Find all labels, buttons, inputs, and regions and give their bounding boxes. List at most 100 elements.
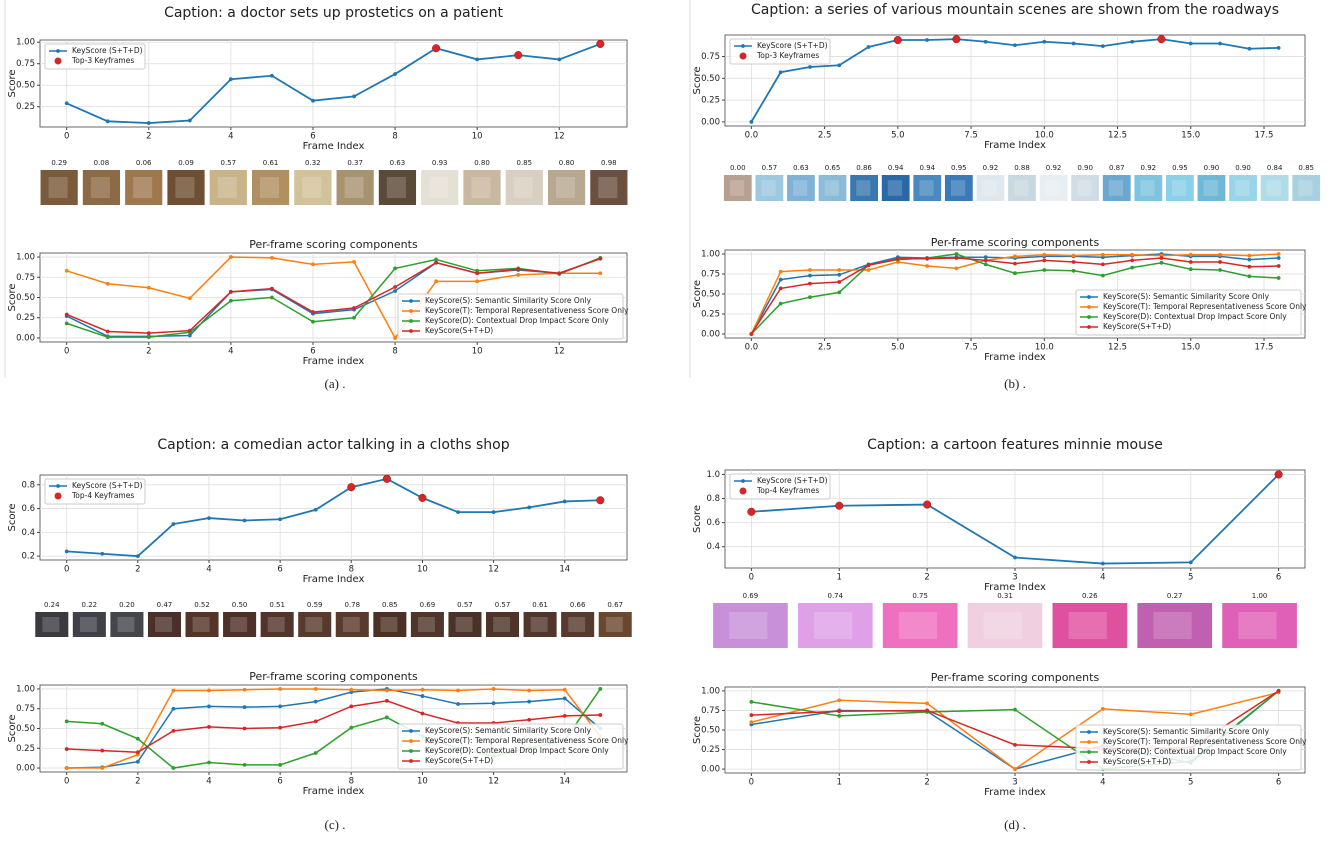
thumbnail-detail	[1172, 180, 1187, 196]
thumbnail-detail	[493, 617, 511, 632]
x-tick-label: 10.0	[1035, 131, 1054, 141]
thumbnail	[410, 612, 444, 637]
keyframe-marker	[747, 507, 756, 516]
thumbnail-score: 0.47	[157, 601, 173, 609]
point-marker	[516, 267, 521, 272]
point-marker	[105, 335, 110, 340]
y-tick-label: 0.50	[16, 293, 35, 303]
x-tick-label: 0	[64, 347, 69, 357]
thumbnail-score: 0.26	[1082, 592, 1098, 600]
point-marker	[278, 725, 283, 730]
point-marker	[146, 331, 151, 335]
point-marker	[808, 65, 812, 69]
legend-swatch	[409, 329, 413, 333]
x-tick-label: 0	[64, 565, 69, 575]
x-tick-label: 15.0	[1181, 343, 1200, 353]
point-marker	[925, 256, 930, 261]
point-marker	[270, 295, 274, 300]
y-tick-label: 0.50	[701, 74, 720, 84]
point-marker	[1130, 265, 1135, 270]
thumbnail-detail	[192, 617, 210, 632]
x-tick-label: 17.5	[1255, 343, 1274, 353]
thumbnail-detail	[267, 617, 285, 632]
thumbnail-score: 0.59	[307, 601, 323, 609]
point-marker	[207, 516, 211, 520]
point-marker	[270, 255, 274, 260]
x-tick-label: 17.5	[1255, 131, 1274, 141]
point-marker	[171, 688, 176, 693]
thumbnail	[40, 170, 78, 205]
point-marker	[1159, 260, 1164, 265]
legend-label: KeyScore (S+T+D)	[72, 481, 143, 490]
legend-swatch	[1087, 750, 1091, 754]
legend-swatch	[54, 492, 62, 500]
y-tick-label: 0.2	[21, 552, 35, 562]
thumbnail-detail	[155, 617, 172, 632]
thumbnail-score: 0.06	[136, 159, 152, 167]
thumbnail	[598, 612, 632, 637]
x-axis-label: Frame Index	[303, 574, 365, 585]
thumbnail	[378, 170, 417, 205]
point-marker	[393, 289, 397, 293]
point-marker	[598, 256, 603, 261]
thumbnail-score: 0.50	[232, 601, 248, 609]
point-marker	[1276, 252, 1281, 256]
x-tick-label: 2	[146, 132, 151, 142]
x-tick-label: 2	[146, 347, 151, 357]
point-marker	[1130, 252, 1135, 257]
point-marker	[187, 296, 192, 301]
thumbnail-detail	[856, 180, 871, 196]
x-tick-label: 7.5	[964, 343, 978, 353]
y-axis-label: Score	[7, 714, 18, 742]
point-marker	[242, 762, 247, 767]
x-tick-label: 1	[837, 778, 842, 788]
thumbnail-score: 0.57	[762, 164, 778, 172]
series-line	[66, 257, 601, 334]
thumbnail-score: 0.98	[601, 159, 617, 167]
legend-box	[44, 478, 146, 505]
panel-label: (a) .	[325, 376, 346, 391]
point-marker	[1013, 271, 1017, 276]
point-marker	[598, 687, 603, 691]
point-marker	[1100, 561, 1105, 566]
point-marker	[1276, 45, 1281, 50]
legend-swatch	[409, 739, 413, 743]
point-marker	[242, 687, 247, 692]
thumbnail-score: 0.95	[951, 164, 967, 172]
y-axis-label: Score	[692, 280, 703, 308]
point-marker	[491, 687, 496, 691]
point-marker	[1100, 262, 1105, 267]
thumbnail-detail	[386, 177, 406, 198]
x-tick-label: 0.0	[745, 131, 759, 141]
point-marker	[866, 45, 871, 49]
thumbnail-score: 0.00	[730, 164, 746, 172]
point-marker	[527, 717, 532, 722]
y-tick-label: 0.25	[16, 313, 35, 323]
y-tick-label: 0.00	[16, 333, 35, 343]
y-tick-label: 1.0	[706, 470, 720, 480]
thumbnail-detail	[898, 612, 938, 639]
x-tick-label: 6	[1276, 778, 1281, 788]
x-axis-label: Frame index	[984, 787, 1046, 798]
point-marker	[64, 312, 69, 317]
keyframe-marker	[382, 474, 391, 483]
thumbnail-score: 0.84	[1267, 164, 1283, 172]
point-marker	[1247, 274, 1252, 279]
point-marker	[420, 711, 425, 716]
point-marker	[311, 262, 315, 267]
x-tick-label: 15.0	[1181, 131, 1200, 141]
x-tick-label: 3	[1012, 573, 1017, 583]
thumbnail-score: 0.85	[1298, 164, 1314, 172]
x-tick-label: 10	[472, 347, 483, 357]
legend-label: Top-4 Keyframes	[71, 491, 134, 500]
thumbnail	[1229, 175, 1257, 201]
x-tick-label: 12.5	[1108, 131, 1127, 141]
thumbnail-score: 0.65	[825, 164, 841, 172]
point-marker	[242, 705, 247, 710]
thumbnail-score: 0.09	[178, 159, 194, 167]
thumbnail	[882, 603, 958, 648]
chart-title: Per-frame scoring components	[249, 670, 418, 683]
point-marker	[349, 725, 354, 730]
thumbnail-detail	[117, 617, 135, 632]
x-tick-label: 8	[349, 777, 354, 787]
